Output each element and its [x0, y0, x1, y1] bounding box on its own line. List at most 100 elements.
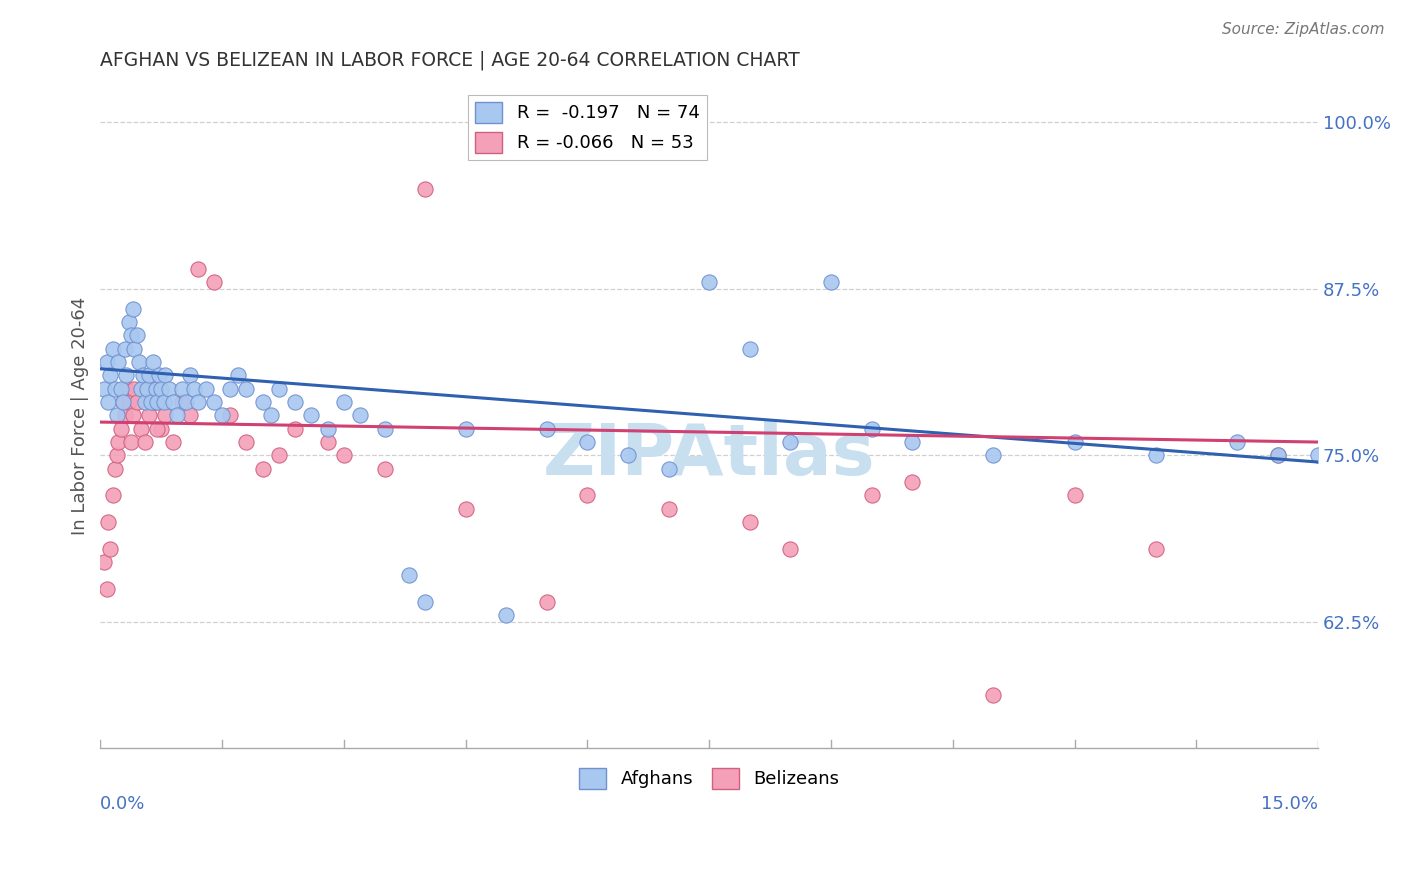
Point [162, 395, 184, 409]
Point [124, 382, 146, 396]
Point [1063, 435, 1085, 450]
Point [97, 395, 120, 409]
Point [536, 595, 558, 609]
Point [1267, 449, 1289, 463]
Point [129, 422, 152, 436]
Point [125, 328, 148, 343]
Point [142, 355, 165, 369]
Point [983, 688, 1005, 702]
Point [146, 395, 169, 409]
Point [129, 382, 152, 396]
Point [145, 382, 167, 396]
Point [142, 382, 165, 396]
Y-axis label: In Labor Force | Age 20-64: In Labor Force | Age 20-64 [72, 296, 89, 534]
Text: 0.0%: 0.0% [100, 795, 146, 814]
Point [146, 395, 169, 409]
Point [110, 382, 132, 396]
Point [155, 368, 177, 383]
Point [107, 355, 129, 369]
Point [114, 342, 136, 356]
Point [166, 409, 188, 423]
Point [267, 382, 290, 396]
Point [115, 368, 138, 383]
Point [101, 488, 124, 502]
Point [138, 382, 160, 396]
Point [179, 409, 201, 423]
Point [150, 382, 173, 396]
Point [779, 435, 801, 450]
Point [157, 382, 180, 396]
Point [114, 409, 136, 423]
Point [170, 395, 193, 409]
Point [349, 409, 371, 423]
Point [413, 182, 436, 196]
Point [101, 342, 124, 356]
Text: 15.0%: 15.0% [1261, 795, 1319, 814]
Point [93, 382, 115, 396]
Point [901, 435, 924, 450]
Point [333, 449, 356, 463]
Point [148, 368, 170, 383]
Point [284, 422, 307, 436]
Point [125, 395, 148, 409]
Point [187, 261, 209, 276]
Point [194, 382, 217, 396]
Point [187, 395, 209, 409]
Point [252, 395, 274, 409]
Point [98, 541, 121, 556]
Point [983, 449, 1005, 463]
Point [738, 515, 761, 529]
Point [211, 409, 233, 423]
Point [1308, 449, 1330, 463]
Point [138, 368, 160, 383]
Point [1144, 449, 1167, 463]
Point [110, 422, 132, 436]
Point [454, 422, 477, 436]
Point [96, 582, 118, 596]
Point [301, 409, 323, 423]
Point [738, 342, 761, 356]
Point [98, 368, 121, 383]
Text: ZIPAtlas: ZIPAtlas [543, 421, 876, 490]
Point [260, 409, 283, 423]
Point [107, 435, 129, 450]
Point [93, 555, 115, 569]
Legend: Afghans, Belizeans: Afghans, Belizeans [572, 761, 846, 796]
Point [121, 409, 143, 423]
Point [142, 395, 165, 409]
Point [179, 368, 201, 383]
Point [333, 395, 356, 409]
Point [413, 595, 436, 609]
Point [658, 461, 681, 475]
Point [105, 409, 128, 423]
Point [576, 435, 599, 450]
Point [134, 395, 156, 409]
Point [150, 422, 173, 436]
Point [219, 382, 242, 396]
Point [118, 315, 141, 329]
Point [104, 382, 127, 396]
Text: AFGHAN VS BELIZEAN IN LABOR FORCE | AGE 20-64 CORRELATION CHART: AFGHAN VS BELIZEAN IN LABOR FORCE | AGE … [100, 51, 800, 70]
Point [235, 382, 257, 396]
Point [131, 368, 153, 383]
Point [454, 501, 477, 516]
Point [146, 422, 169, 436]
Point [134, 435, 156, 450]
Point [104, 461, 127, 475]
Point [118, 395, 141, 409]
Point [235, 435, 257, 450]
Point [617, 449, 640, 463]
Point [162, 435, 184, 450]
Point [901, 475, 924, 489]
Point [316, 422, 339, 436]
Point [658, 501, 681, 516]
Point [1226, 435, 1249, 450]
Point [228, 368, 250, 383]
Point [202, 275, 225, 289]
Point [136, 382, 159, 396]
Point [267, 449, 290, 463]
Point [860, 422, 883, 436]
Point [779, 541, 801, 556]
Point [183, 382, 205, 396]
Point [1063, 488, 1085, 502]
